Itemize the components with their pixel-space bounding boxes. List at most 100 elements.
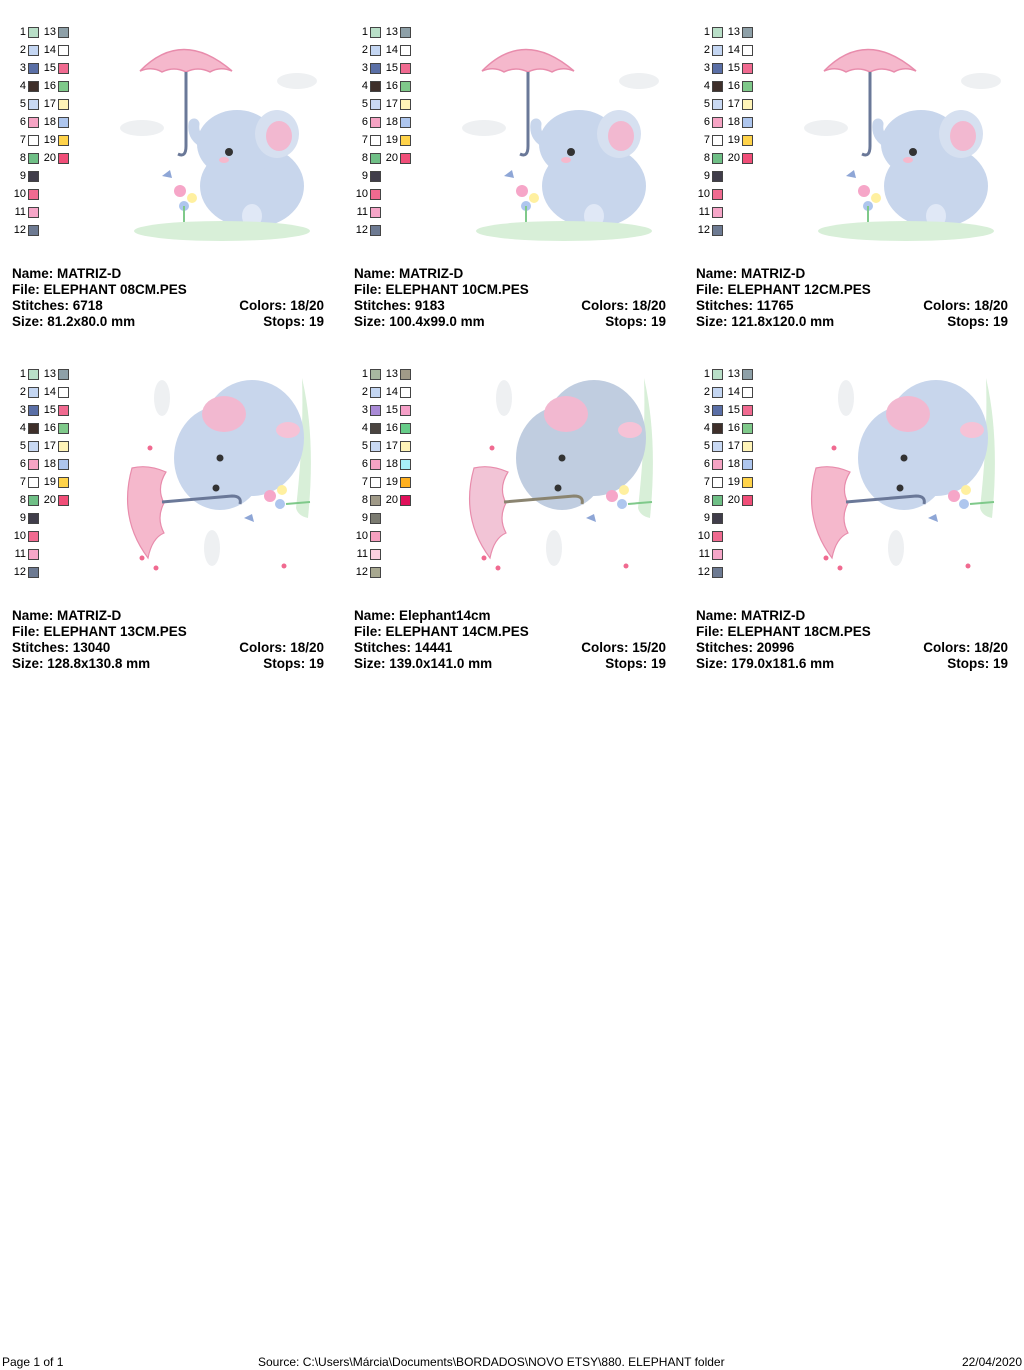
swatch-row: 8 20 <box>354 152 416 165</box>
stitch-count: Stitches: 6718 <box>12 298 103 313</box>
swatch-row: 8 20 <box>354 494 416 507</box>
color-swatch <box>58 27 69 38</box>
heart-dot <box>965 563 971 569</box>
color-swatch <box>400 153 411 164</box>
swatch-number: 18 <box>385 116 398 128</box>
swatch-row: 2 14 <box>12 44 74 57</box>
swatch-row: 9 <box>696 170 758 183</box>
elephant-eye <box>567 148 575 156</box>
color-swatch <box>370 99 381 110</box>
grass <box>134 221 310 241</box>
color-swatch <box>400 459 411 470</box>
swatch-number: 2 <box>703 386 710 398</box>
color-swatch <box>28 405 39 416</box>
swatch-row: 1 13 <box>354 26 416 39</box>
color-swatch <box>58 45 69 56</box>
design-file: File: ELEPHANT 18CM.PES <box>696 624 871 639</box>
cloud-shape <box>496 380 512 416</box>
swatch-row: 7 19 <box>354 134 416 147</box>
swatch-row: 7 19 <box>12 134 74 147</box>
design-preview <box>468 378 653 571</box>
color-swatch <box>28 81 39 92</box>
swatch-row: 5 17 <box>354 440 416 453</box>
swatch-row: 6 18 <box>354 116 416 129</box>
umbrella-canopy <box>481 48 575 73</box>
swatch-row: 4 16 <box>354 422 416 435</box>
color-swatch <box>400 63 411 74</box>
cloud-shape <box>204 530 220 566</box>
design-name: Name: MATRIZ-D <box>354 266 464 281</box>
swatch-number: 5 <box>19 98 26 110</box>
swatch-number: 11 <box>14 548 26 560</box>
color-swatch <box>58 135 69 146</box>
color-swatch <box>400 477 411 488</box>
color-swatch <box>712 99 723 110</box>
design-info: Name: MATRIZ-D File: ELEPHANT 13CM.PES Sti… <box>12 608 328 672</box>
color-swatch <box>370 567 381 578</box>
swatch-row: 4 16 <box>12 80 74 93</box>
flower <box>275 499 285 509</box>
swatch-number: 9 <box>361 512 368 524</box>
swatch-number: 15 <box>385 62 398 74</box>
swatch-number: 20 <box>727 494 740 506</box>
swatch-number: 1 <box>703 26 710 38</box>
swatch-number: 10 <box>697 188 710 200</box>
color-swatch <box>28 63 39 74</box>
swatch-number: 8 <box>19 152 26 164</box>
swatch-number: 18 <box>727 116 740 128</box>
swatch-number: 20 <box>43 152 56 164</box>
swatch-number: 19 <box>727 134 740 146</box>
color-swatch <box>28 135 39 146</box>
design-file: File: ELEPHANT 13CM.PES <box>12 624 187 639</box>
grass <box>296 378 311 518</box>
umbrella-handle <box>519 72 530 157</box>
swatch-number: 5 <box>703 440 710 452</box>
color-swatch <box>28 369 39 380</box>
stop-count: Stops: 19 <box>947 656 1008 671</box>
color-swatch <box>370 207 381 218</box>
color-swatch <box>742 81 753 92</box>
swatch-number: 18 <box>385 458 398 470</box>
swatch-row: 6 18 <box>696 458 758 471</box>
color-swatch <box>400 99 411 110</box>
heart-dot <box>481 555 487 561</box>
elephant-foot <box>276 422 300 438</box>
color-swatch <box>712 135 723 146</box>
swatch-number: 7 <box>361 476 368 488</box>
color-swatch <box>28 549 39 560</box>
color-swatch <box>370 423 381 434</box>
elephant-trunk <box>530 118 555 150</box>
swatch-row: 2 14 <box>354 44 416 57</box>
elephant-trunk <box>872 118 897 150</box>
cloud-shape <box>462 120 506 136</box>
color-swatch <box>400 45 411 56</box>
swatch-number: 6 <box>703 458 710 470</box>
swatch-row: 5 17 <box>12 98 74 111</box>
swatch-number: 8 <box>361 494 368 506</box>
color-swatch <box>712 495 723 506</box>
color-swatch <box>712 423 723 434</box>
color-swatch <box>370 171 381 182</box>
swatch-number: 9 <box>19 512 26 524</box>
swatch-row: 6 18 <box>696 116 758 129</box>
swatch-number: 10 <box>355 188 368 200</box>
heart-dot <box>495 565 501 571</box>
design-card: 1 13 2 14 3 15 4 16 5 17 6 18 7 19 8 20 9 10 11 12 Name: MAT… <box>696 368 1012 671</box>
color-swatch <box>712 513 723 524</box>
color-swatch <box>370 117 381 128</box>
elephant-ear-inner <box>886 396 930 432</box>
swatch-number: 12 <box>697 566 710 578</box>
swatch-row: 2 14 <box>354 386 416 399</box>
swatch-row: 6 18 <box>354 458 416 471</box>
swatch-number: 20 <box>385 494 398 506</box>
swatch-number: 3 <box>703 62 710 74</box>
swatch-number: 17 <box>385 440 398 452</box>
swatch-row: 3 15 <box>12 62 74 75</box>
color-swatch <box>370 45 381 56</box>
elephant-eye <box>554 484 562 492</box>
swatch-number: 12 <box>355 224 368 236</box>
swatch-row: 7 19 <box>696 134 758 147</box>
color-swatch <box>58 423 69 434</box>
color-swatch <box>400 369 411 380</box>
grass <box>818 221 994 241</box>
